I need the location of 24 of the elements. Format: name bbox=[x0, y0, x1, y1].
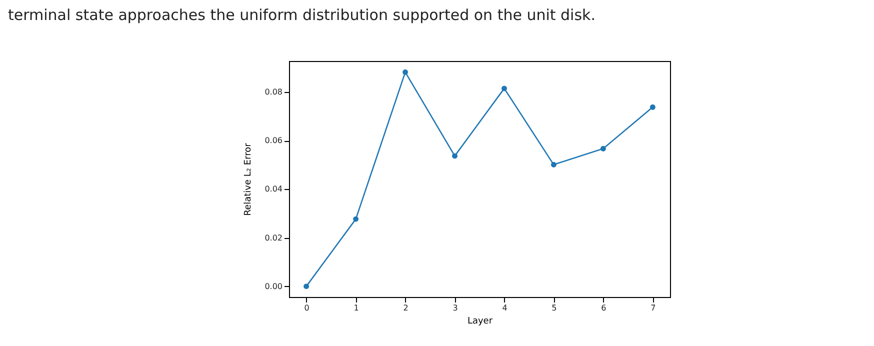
point bbox=[550, 162, 556, 168]
y-tick-label: 0.06 bbox=[264, 136, 282, 146]
y-axis-title: Relative L₂ Error bbox=[244, 142, 254, 216]
x-axis-title: Layer bbox=[467, 316, 493, 326]
point bbox=[402, 69, 408, 75]
y-tick-label: 0.08 bbox=[264, 88, 282, 97]
x-tick-label: 7 bbox=[650, 304, 656, 312]
x-tick-label: 6 bbox=[601, 304, 606, 312]
point bbox=[650, 104, 656, 110]
text: terminal state approaches the uniform distribution supported on the unit disk. bbox=[8, 6, 596, 24]
point bbox=[304, 284, 310, 290]
x-tick-label: 1 bbox=[354, 304, 359, 312]
point bbox=[452, 153, 458, 159]
point bbox=[353, 216, 359, 222]
point bbox=[502, 86, 507, 92]
y-tick-label: 0.00 bbox=[264, 282, 282, 291]
x-tick-label: 5 bbox=[552, 304, 557, 312]
y-tick-label: 0.04 bbox=[264, 184, 282, 194]
point bbox=[600, 146, 606, 152]
x-tick-label: 2 bbox=[403, 304, 408, 312]
x-tick-label: 4 bbox=[502, 304, 508, 312]
x-tick-label: 3 bbox=[452, 304, 458, 312]
x-tick-label: 0 bbox=[304, 304, 310, 312]
y-tick-label: 0.02 bbox=[264, 233, 282, 242]
